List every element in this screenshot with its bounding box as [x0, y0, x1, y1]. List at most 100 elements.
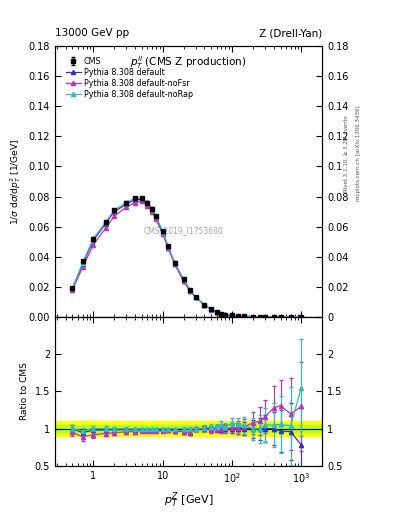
- Pythia 8.308 default-noFsr: [160, 231, 165, 237]
- Pythia 8.308 default-noRap: [202, 302, 207, 308]
- Pythia 8.308 default-noFsr: [288, 314, 293, 320]
- Pythia 8.308 default-noRap: [181, 276, 186, 283]
- Pythia 8.308 default-noFsr: [209, 307, 213, 313]
- Pythia 8.308 default-noFsr: [202, 302, 207, 308]
- Pythia 8.308 default-noRap: [91, 236, 96, 242]
- Text: Z (Drell-Yan): Z (Drell-Yan): [259, 28, 322, 38]
- Pythia 8.308 default-noRap: [235, 313, 240, 319]
- Pythia 8.308 default: [219, 311, 224, 317]
- Text: mcplots.cern.ch [arXiv:1306.3436]: mcplots.cern.ch [arXiv:1306.3436]: [356, 106, 361, 201]
- Pythia 8.308 default-noFsr: [257, 314, 262, 320]
- Pythia 8.308 default-noFsr: [223, 311, 228, 317]
- Pythia 8.308 default: [257, 314, 262, 320]
- Pythia 8.308 default-noFsr: [145, 203, 150, 209]
- Pythia 8.308 default-noRap: [112, 207, 117, 213]
- X-axis label: $p_T^Z$ [GeV]: $p_T^Z$ [GeV]: [164, 490, 213, 510]
- Pythia 8.308 default: [124, 201, 129, 207]
- Pythia 8.308 default: [154, 215, 158, 221]
- Pythia 8.308 default: [263, 314, 268, 320]
- Pythia 8.308 default: [188, 288, 193, 294]
- Pythia 8.308 default: [140, 197, 144, 203]
- Pythia 8.308 default: [299, 314, 304, 320]
- Pythia 8.308 default-noFsr: [278, 314, 283, 320]
- Pythia 8.308 default-noFsr: [219, 311, 224, 317]
- Pythia 8.308 default: [166, 245, 171, 251]
- Pythia 8.308 default-noRap: [133, 195, 138, 201]
- Pythia 8.308 default-noFsr: [214, 309, 219, 315]
- Pythia 8.308 default-noFsr: [103, 225, 108, 231]
- Pythia 8.308 default-noFsr: [263, 314, 268, 320]
- Line: Pythia 8.308 default: Pythia 8.308 default: [70, 198, 303, 319]
- Pythia 8.308 default: [242, 313, 247, 319]
- Pythia 8.308 default-noFsr: [251, 313, 255, 319]
- Pythia 8.308 default-noRap: [140, 195, 144, 201]
- Pythia 8.308 default-noFsr: [193, 294, 198, 301]
- Pythia 8.308 default-noRap: [173, 260, 177, 266]
- Text: Rivet 3.1.10, ≥ 3.2M events: Rivet 3.1.10, ≥ 3.2M events: [344, 115, 349, 192]
- Pythia 8.308 default: [193, 294, 198, 301]
- Pythia 8.308 default: [145, 201, 150, 207]
- Bar: [55, 421, 322, 436]
- Pythia 8.308 default: [160, 229, 165, 236]
- Pythia 8.308 default-noRap: [272, 314, 276, 320]
- Pythia 8.308 default-noFsr: [242, 313, 247, 319]
- Pythia 8.308 default-noRap: [166, 243, 171, 249]
- Pythia 8.308 default: [150, 207, 154, 213]
- Pythia 8.308 default: [230, 312, 234, 318]
- Text: $p_T^{ll}$ (CMS Z production): $p_T^{ll}$ (CMS Z production): [130, 54, 247, 71]
- Pythia 8.308 default: [133, 197, 138, 203]
- Pythia 8.308 default-noRap: [219, 311, 224, 317]
- Y-axis label: Ratio to CMS: Ratio to CMS: [20, 362, 29, 420]
- Pythia 8.308 default: [202, 302, 207, 308]
- Pythia 8.308 default-noFsr: [80, 264, 85, 270]
- Pythia 8.308 default-noFsr: [166, 245, 171, 251]
- Pythia 8.308 default-noRap: [70, 285, 75, 291]
- Pythia 8.308 default: [235, 313, 240, 319]
- Y-axis label: 1/$\sigma$ d$\sigma$/d$p_T^2$ [1/GeV]: 1/$\sigma$ d$\sigma$/d$p_T^2$ [1/GeV]: [8, 138, 23, 225]
- Pythia 8.308 default-noRap: [288, 314, 293, 320]
- Pythia 8.308 default-noRap: [145, 200, 150, 206]
- Pythia 8.308 default-noFsr: [91, 242, 96, 248]
- Bar: [55, 425, 322, 433]
- Pythia 8.308 default: [272, 314, 276, 320]
- Pythia 8.308 default-noRap: [278, 314, 283, 320]
- Pythia 8.308 default-noFsr: [150, 208, 154, 215]
- Pythia 8.308 default-noFsr: [124, 204, 129, 210]
- Text: 13000 GeV pp: 13000 GeV pp: [55, 28, 129, 38]
- Pythia 8.308 default: [80, 261, 85, 267]
- Text: CMS_2019_I1753680: CMS_2019_I1753680: [143, 226, 223, 235]
- Pythia 8.308 default: [223, 311, 228, 317]
- Pythia 8.308 default-noRap: [223, 311, 228, 317]
- Pythia 8.308 default-noFsr: [133, 200, 138, 206]
- Pythia 8.308 default-noFsr: [181, 278, 186, 284]
- Pythia 8.308 default-noFsr: [154, 216, 158, 222]
- Pythia 8.308 default: [112, 208, 117, 215]
- Line: Pythia 8.308 default-noRap: Pythia 8.308 default-noRap: [70, 196, 303, 319]
- Pythia 8.308 default-noRap: [242, 313, 247, 319]
- Pythia 8.308 default: [173, 261, 177, 267]
- Pythia 8.308 default-noRap: [124, 200, 129, 206]
- Pythia 8.308 default-noFsr: [112, 213, 117, 219]
- Pythia 8.308 default-noRap: [188, 287, 193, 293]
- Legend: CMS, Pythia 8.308 default, Pythia 8.308 default-noFsr, Pythia 8.308 default-noRa: CMS, Pythia 8.308 default, Pythia 8.308 …: [64, 55, 195, 101]
- Pythia 8.308 default-noRap: [80, 260, 85, 266]
- Pythia 8.308 default-noRap: [299, 314, 304, 320]
- Pythia 8.308 default-noFsr: [299, 314, 304, 320]
- Pythia 8.308 default-noRap: [214, 309, 219, 315]
- Pythia 8.308 default-noRap: [150, 205, 154, 211]
- Pythia 8.308 default-noFsr: [173, 261, 177, 267]
- Pythia 8.308 default-noRap: [193, 294, 198, 301]
- Pythia 8.308 default-noRap: [209, 306, 213, 312]
- Pythia 8.308 default: [209, 306, 213, 312]
- Pythia 8.308 default-noFsr: [272, 314, 276, 320]
- Pythia 8.308 default-noFsr: [230, 312, 234, 318]
- Pythia 8.308 default-noRap: [251, 313, 255, 319]
- Pythia 8.308 default: [214, 309, 219, 315]
- Pythia 8.308 default-noRap: [154, 213, 158, 219]
- Pythia 8.308 default-noRap: [103, 219, 108, 225]
- Pythia 8.308 default: [70, 285, 75, 291]
- Pythia 8.308 default: [278, 314, 283, 320]
- Pythia 8.308 default: [288, 314, 293, 320]
- Pythia 8.308 default-noRap: [160, 228, 165, 234]
- Pythia 8.308 default-noFsr: [70, 287, 75, 293]
